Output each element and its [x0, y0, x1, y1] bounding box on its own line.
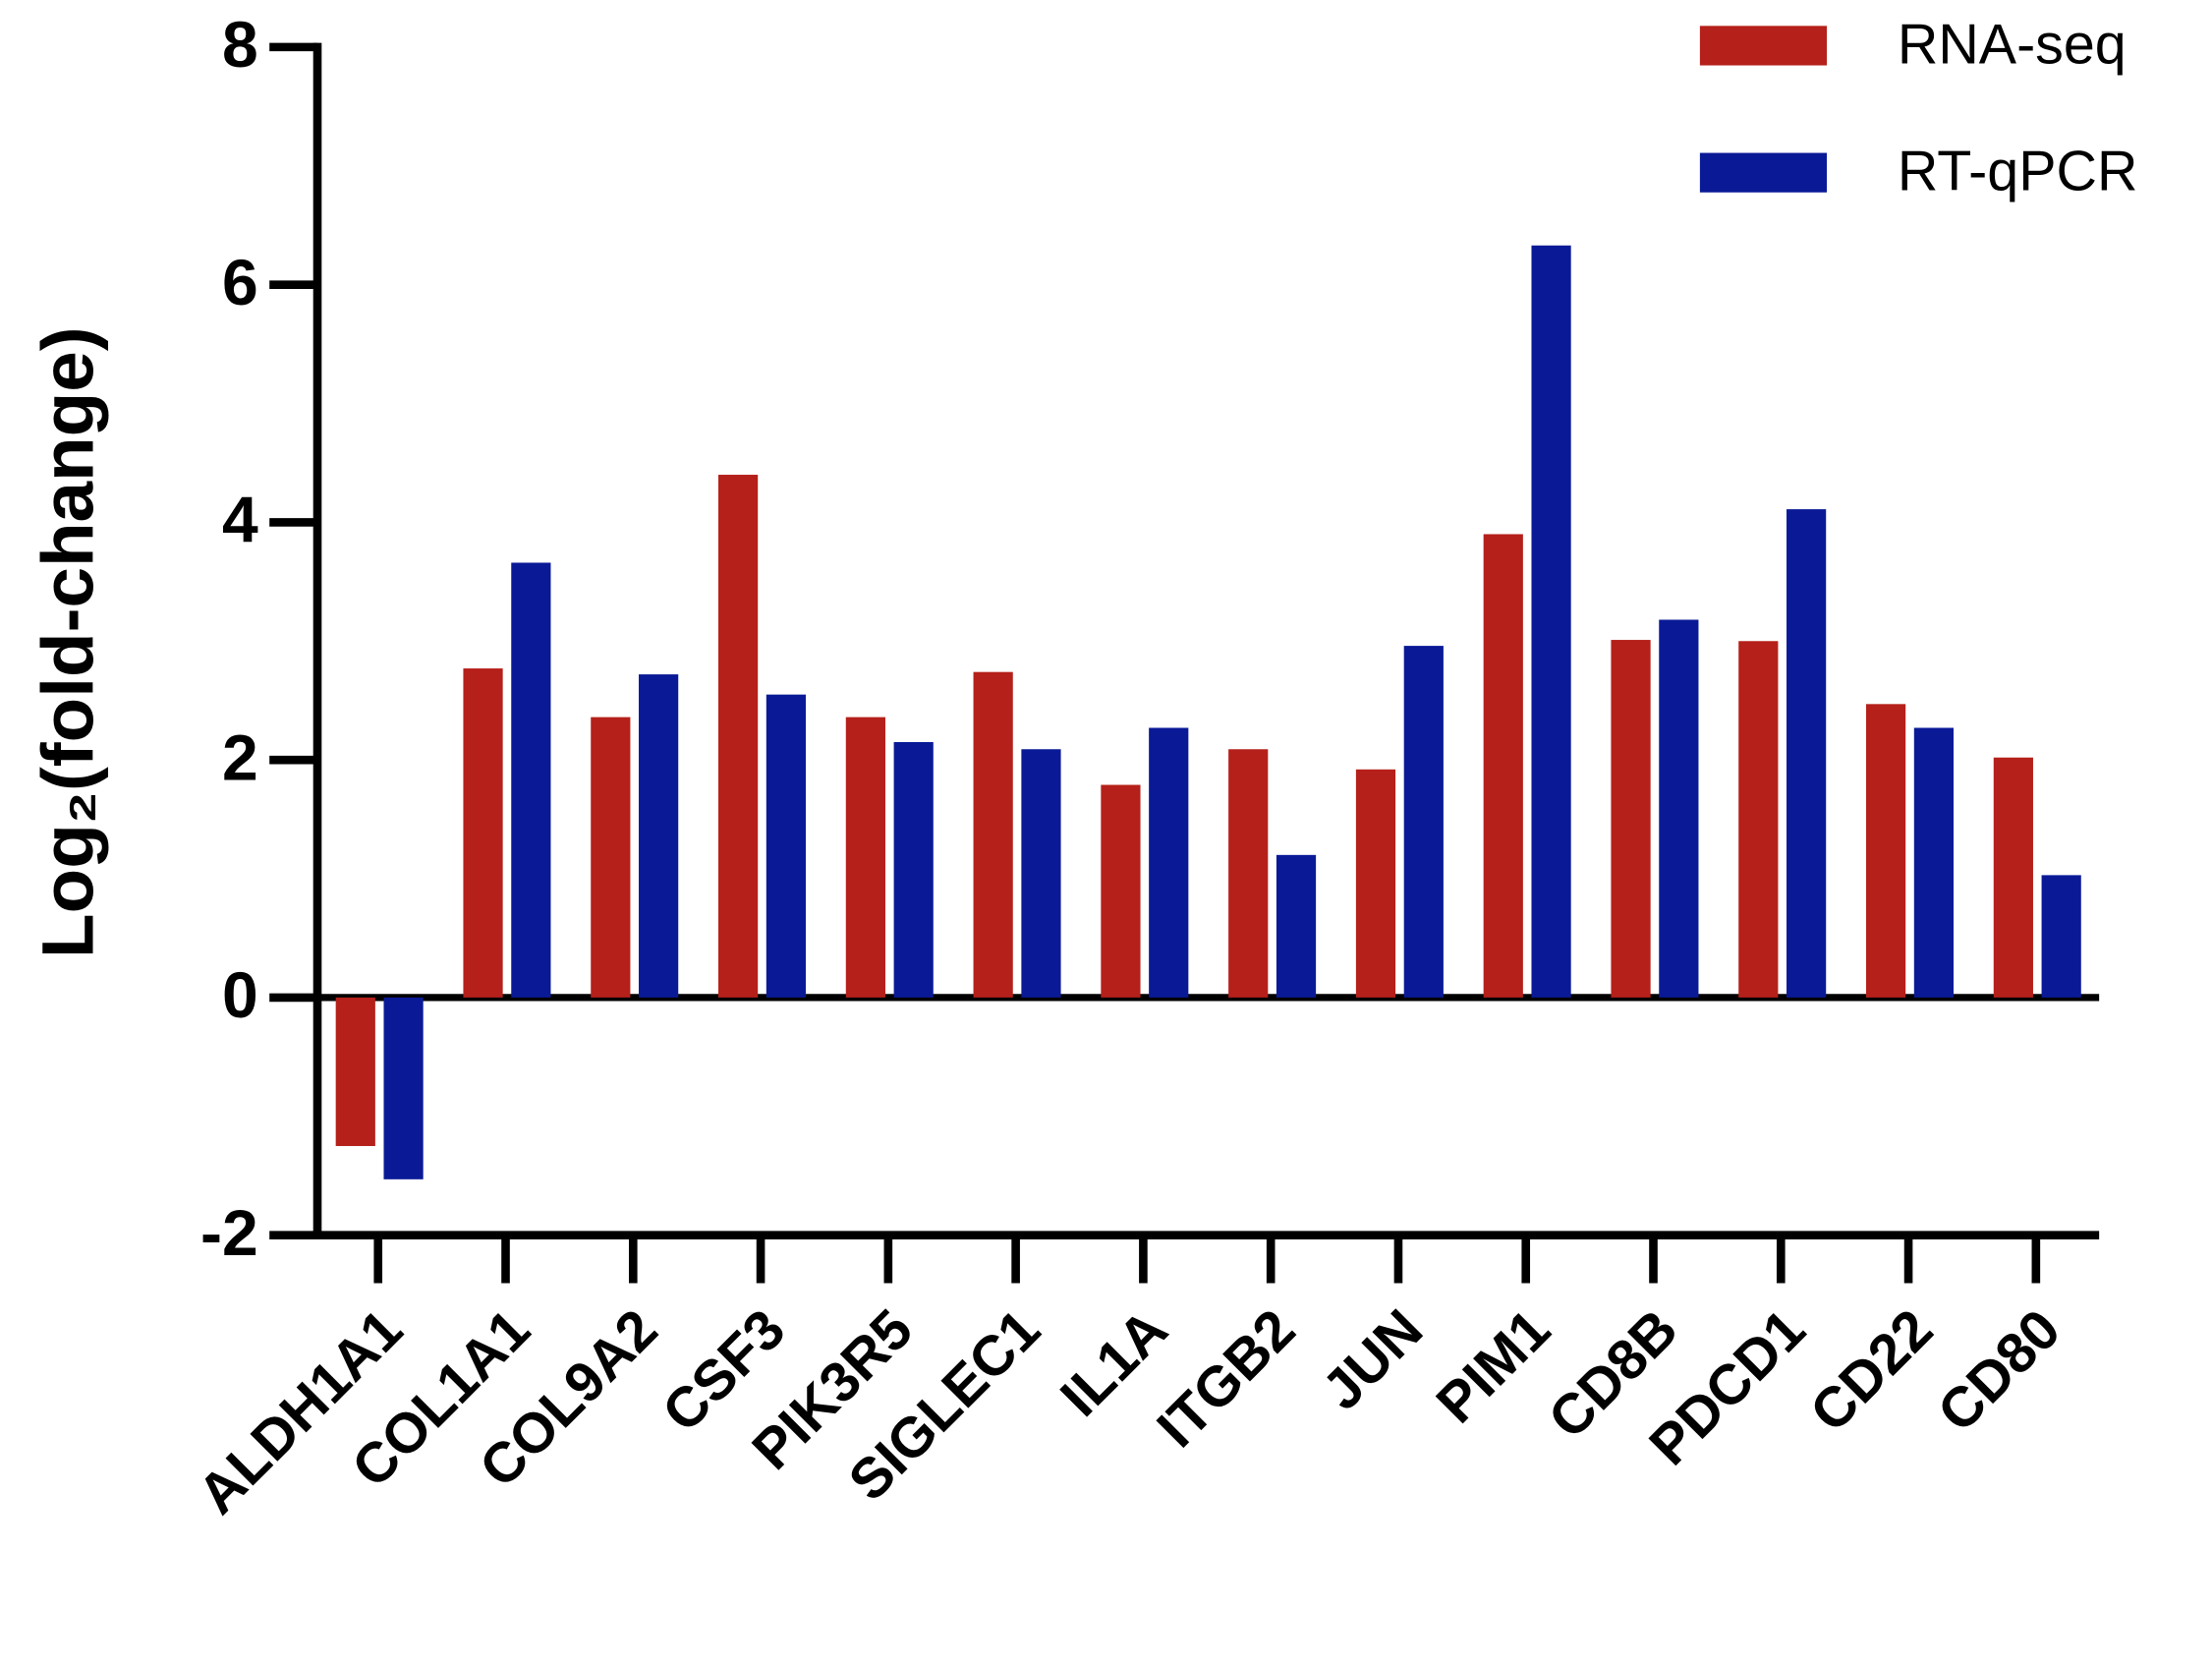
bar — [639, 674, 679, 998]
x-tick-label: CD80 — [1926, 1297, 2072, 1444]
bar — [463, 668, 503, 998]
bar — [1531, 245, 1571, 998]
bar — [1913, 727, 1955, 998]
y-tick-label: 4 — [222, 484, 258, 556]
bar — [718, 475, 759, 998]
bar — [1738, 641, 1779, 998]
y-tick-label: 8 — [222, 8, 258, 81]
bar — [1276, 854, 1317, 998]
bar — [1993, 757, 2033, 998]
bar — [1149, 727, 1189, 998]
bar — [1865, 704, 1906, 998]
bar — [2041, 875, 2081, 998]
bar — [1021, 749, 1061, 998]
bar — [335, 997, 375, 1146]
y-tick-label: 0 — [222, 958, 258, 1031]
bar — [1355, 769, 1396, 998]
x-tick-label: CD22 — [1798, 1297, 1945, 1444]
bar — [973, 671, 1013, 998]
bar — [845, 717, 885, 998]
bar — [1403, 646, 1444, 998]
y-tick-label: 6 — [222, 246, 258, 318]
bar — [591, 717, 631, 998]
bar — [511, 562, 551, 998]
legend-label: RNA-seq — [1898, 13, 2127, 76]
x-tick-label: JUN — [1311, 1297, 1435, 1421]
bar — [1787, 509, 1827, 998]
bar — [1228, 749, 1269, 998]
bar — [1611, 640, 1651, 998]
bar — [383, 997, 424, 1179]
bar — [1101, 784, 1141, 998]
y-tick-label: 2 — [222, 720, 258, 793]
legend-label: RT-qPCR — [1898, 141, 2138, 203]
legend-swatch — [1699, 26, 1828, 66]
bar — [893, 742, 934, 998]
bar — [766, 694, 807, 998]
bar — [1483, 534, 1523, 998]
legend-swatch — [1699, 152, 1828, 193]
x-tick-label: ITGB2 — [1146, 1297, 1308, 1460]
bar — [1659, 619, 1699, 998]
y-tick-label: -2 — [200, 1196, 258, 1269]
y-axis-label: Log₂(fold-change) — [26, 326, 108, 958]
x-tick-label: PIM1 — [1425, 1297, 1562, 1435]
